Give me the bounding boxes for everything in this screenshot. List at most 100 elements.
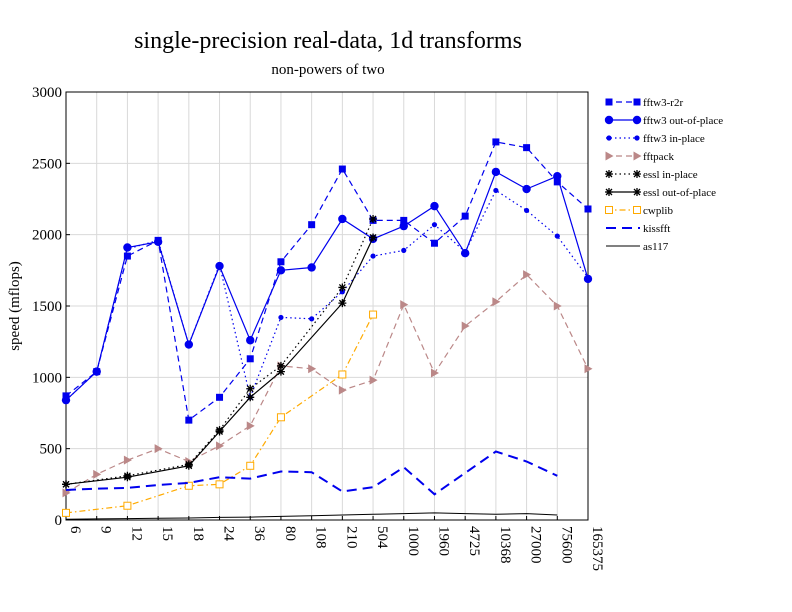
legend-marker: [605, 170, 613, 178]
legend-label: fftw3 in-place: [643, 133, 705, 145]
data-point: [246, 384, 255, 393]
x-tick-label: 27000: [528, 526, 544, 564]
y-axis-label: speed (mflops): [7, 261, 23, 351]
x-tick-label: 18: [190, 526, 206, 541]
data-point: [554, 233, 560, 239]
legend-label: fftw3 out-of-place: [643, 115, 723, 127]
data-point: [277, 258, 285, 266]
data-point: [63, 397, 69, 403]
data-point: [62, 508, 70, 517]
legend-item-fftw3-in-place: fftw3 in-place: [606, 133, 705, 145]
data-point: [62, 488, 71, 498]
data-point: [307, 263, 316, 272]
legend-item-kissfft: kissfft: [606, 223, 670, 235]
data-point: [461, 212, 469, 220]
series-line-as117: [65, 512, 558, 520]
data-point: [278, 314, 284, 321]
x-tick-label: 108: [313, 526, 329, 549]
x-tick-label: 9: [98, 526, 114, 534]
data-point: [276, 266, 286, 275]
data-point: [185, 416, 193, 424]
y-tick-label: 1000: [32, 370, 62, 386]
data-point: [184, 481, 193, 490]
legend-item-essl-out-of-place: essl out-of-place: [605, 187, 716, 199]
legend-label: fftpack: [643, 151, 674, 163]
y-tick-label: 2500: [32, 156, 62, 172]
data-point: [93, 469, 102, 479]
data-point: [553, 301, 562, 311]
data-point: [62, 480, 70, 489]
legend-marker: [606, 135, 612, 141]
data-point: [369, 214, 378, 223]
data-point: [276, 361, 285, 370]
legend-marker: [604, 115, 614, 125]
x-tick-label: 24: [221, 526, 237, 542]
legend-item-fftw3-r2r: fftw3-r2r: [605, 97, 683, 109]
legend-marker: [633, 98, 641, 106]
data-point: [246, 336, 255, 345]
series-line-fftw3-r2r: [65, 141, 589, 422]
series-fftw3-out-of-place: [61, 167, 593, 405]
data-point: [585, 274, 591, 281]
data-point: [492, 297, 501, 307]
data-point: [523, 270, 532, 280]
legend-item-cwplib: cwplib: [605, 205, 673, 217]
data-point: [338, 165, 346, 173]
x-tick-label: 36: [251, 526, 267, 542]
legend-item-as117: as117: [606, 241, 669, 253]
data-point: [461, 321, 470, 331]
data-point: [186, 341, 192, 348]
legend-label: fftw3-r2r: [643, 97, 683, 109]
data-point: [308, 364, 317, 374]
data-point: [369, 375, 378, 385]
chart-subtitle: non-powers of two: [271, 62, 385, 78]
legend: fftw3-r2r fftw3 out-of-place fftw3 in-plac…: [604, 97, 723, 253]
legend-marker: [605, 206, 613, 214]
data-point: [522, 184, 531, 194]
legend-label: kissfft: [643, 223, 670, 235]
y-tick-label: 2000: [32, 228, 62, 244]
legend-marker: [633, 170, 641, 178]
data-point: [215, 480, 224, 489]
data-point: [338, 299, 347, 308]
data-point: [369, 233, 378, 242]
legend-label: as117: [643, 241, 669, 253]
x-tick-label: 10368: [497, 526, 513, 564]
series-layer: [61, 138, 593, 520]
data-point: [584, 364, 593, 374]
legend-marker: [605, 151, 614, 161]
data-point: [123, 252, 131, 260]
x-tick-label: 1960: [435, 526, 451, 556]
legend-marker: [632, 115, 642, 125]
legend-marker: [633, 206, 641, 214]
data-point: [123, 473, 132, 482]
data-point: [62, 392, 70, 400]
data-point: [462, 249, 468, 255]
data-point: [430, 201, 439, 211]
data-point: [492, 138, 500, 146]
data-point: [369, 310, 378, 319]
legend-label: essl in-place: [643, 169, 698, 181]
data-point: [123, 455, 132, 465]
series-line-essl-out-of-place: [65, 237, 374, 485]
legend-marker: [605, 98, 613, 106]
x-tick-label: 75600: [558, 526, 574, 564]
data-point: [430, 239, 438, 247]
data-point: [246, 355, 254, 363]
legend-label: cwplib: [643, 205, 673, 217]
data-point: [184, 461, 193, 470]
series-line-fftw3-in-place: [65, 189, 589, 401]
data-point: [276, 367, 285, 376]
data-point: [308, 221, 316, 229]
series-line-kissfft: [65, 450, 558, 496]
x-tick-label: 15: [159, 526, 175, 541]
data-point: [399, 221, 408, 231]
axis-layer: 6 9 12 15 18 24 36 80 108 210 504 1000 1960 4725 10368…: [32, 85, 605, 571]
data-point: [431, 222, 438, 228]
data-point: [309, 316, 315, 322]
data-point: [553, 171, 562, 181]
data-point: [154, 444, 163, 454]
y-tick-label: 1500: [32, 299, 62, 315]
series-line-fftpack: [65, 273, 589, 494]
